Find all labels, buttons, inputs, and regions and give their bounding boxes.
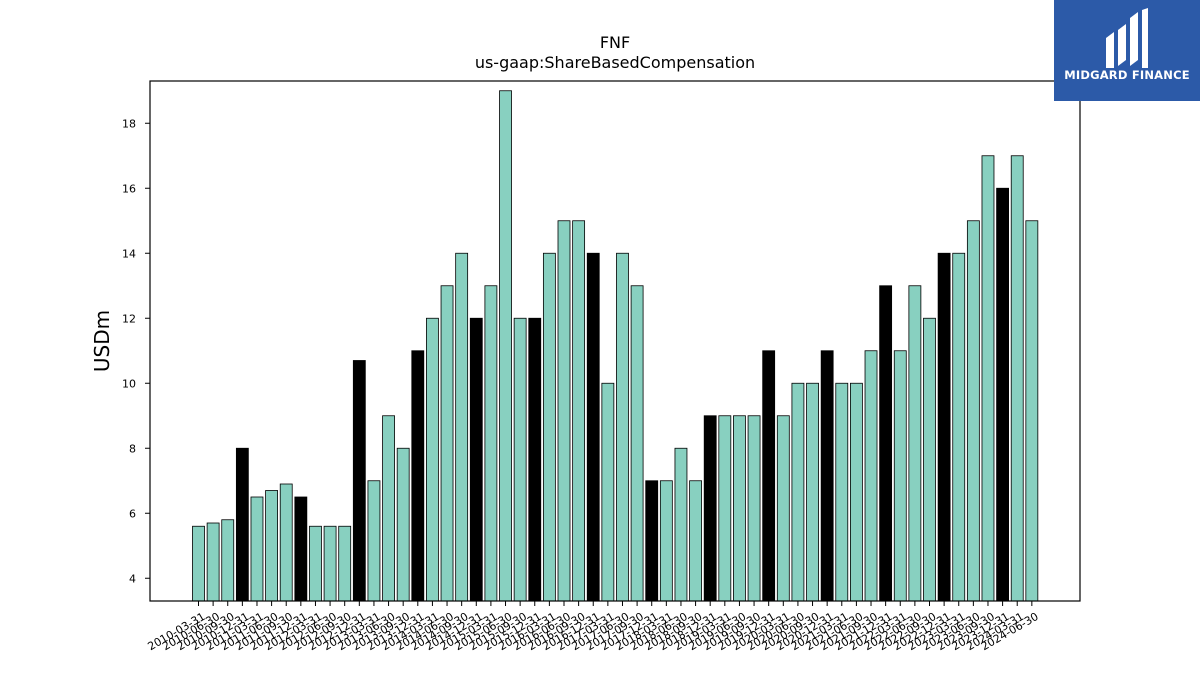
bar-2010-06-30	[206, 522, 220, 602]
y-tick-label: 12	[122, 312, 136, 325]
y-tick-label: 10	[122, 377, 136, 390]
bar-2010-09-30	[221, 519, 235, 602]
bar-2015-03-31	[484, 285, 498, 602]
bar-2013-12-31	[411, 350, 425, 602]
bar-2010-12-31	[235, 447, 249, 602]
bar-2021-03-31	[835, 382, 849, 602]
bar-2014-12-31	[469, 317, 483, 602]
bar-2016-06-30	[557, 220, 571, 602]
bars-group	[192, 90, 1039, 602]
midgard-logo-icon	[1106, 8, 1148, 68]
bar-2015-06-30	[499, 90, 512, 602]
bar-2014-06-30	[440, 285, 454, 602]
y-axis: 4 6 8 10 12 14 16 18	[122, 117, 150, 585]
bar-2011-03-31	[250, 496, 264, 602]
bar-2012-12-31	[352, 360, 366, 602]
bar-2019-09-30	[747, 415, 761, 602]
bar-2012-09-30	[338, 525, 352, 602]
bar-2013-06-30	[382, 415, 395, 602]
chart-subtitle: us-gaap:ShareBasedCompensation	[475, 53, 755, 72]
plot-frame	[149, 80, 1081, 602]
bar-2016-09-30	[572, 220, 586, 602]
x-axis: 2010-03-312010-06-302010-09-302010-12-31…	[146, 601, 1041, 653]
bar-2011-12-31	[294, 496, 308, 602]
bar-2017-12-31	[645, 480, 659, 602]
bar-2011-09-30	[279, 483, 293, 602]
bar-2018-06-30	[674, 447, 688, 602]
bar-2021-06-30	[850, 382, 863, 602]
y-tick-label: 6	[129, 507, 136, 520]
bar-2018-12-31	[703, 415, 717, 602]
bar-2013-09-30	[396, 447, 410, 602]
bar-2018-09-30	[689, 480, 702, 602]
bar-2013-03-31	[367, 480, 381, 602]
bar-2020-06-30	[791, 382, 805, 602]
y-tick-label: 16	[122, 182, 136, 195]
bar-2020-09-30	[806, 382, 819, 602]
bar-2022-12-31	[937, 252, 951, 602]
logo-text: MIDGARD FINANCE	[1064, 68, 1190, 82]
y-tick-label: 18	[122, 117, 136, 130]
y-axis-label: USDm	[90, 310, 114, 372]
bar-2015-12-31	[528, 317, 542, 602]
bar-2017-06-30	[616, 252, 629, 602]
bar-2011-06-30	[265, 490, 279, 602]
bar-2015-09-30	[513, 317, 527, 602]
bar-2016-03-31	[542, 252, 556, 602]
bar-2010-03-31	[192, 525, 205, 602]
bar-2017-03-31	[601, 382, 615, 602]
bar-2019-03-31	[718, 415, 732, 602]
bar-2012-03-31	[309, 525, 322, 602]
bar-2014-09-30	[455, 252, 469, 602]
midgard-logo: MIDGARD FINANCE	[1054, 0, 1200, 101]
bar-2022-06-30	[908, 285, 922, 602]
bar-2012-06-30	[323, 525, 337, 602]
bar-2023-03-31	[952, 252, 966, 602]
bar-2023-12-31	[996, 187, 1009, 602]
bar-2018-03-31	[659, 480, 673, 602]
bar-2021-12-31	[879, 285, 893, 602]
bar-2024-03-31	[1010, 155, 1024, 602]
bar-2024-06-30	[1025, 220, 1039, 602]
bar-2017-09-30	[630, 285, 644, 602]
bar-2020-12-31	[820, 350, 834, 602]
bar-2014-03-31	[426, 317, 439, 602]
bar-2019-12-31	[762, 350, 776, 602]
y-tick-label: 8	[129, 442, 136, 455]
bar-2019-06-30	[733, 415, 746, 602]
y-tick-label: 4	[129, 572, 136, 585]
bar-2022-09-30	[923, 317, 936, 602]
bar-2016-12-31	[586, 252, 600, 602]
y-tick-label: 14	[122, 247, 136, 260]
bar-2023-06-30	[966, 220, 980, 602]
bar-2022-03-31	[893, 350, 907, 602]
bar-2021-09-30	[864, 350, 878, 602]
bar-2020-03-31	[776, 415, 790, 602]
bar-2023-09-30	[981, 155, 995, 602]
chart-title: FNF	[600, 33, 630, 52]
